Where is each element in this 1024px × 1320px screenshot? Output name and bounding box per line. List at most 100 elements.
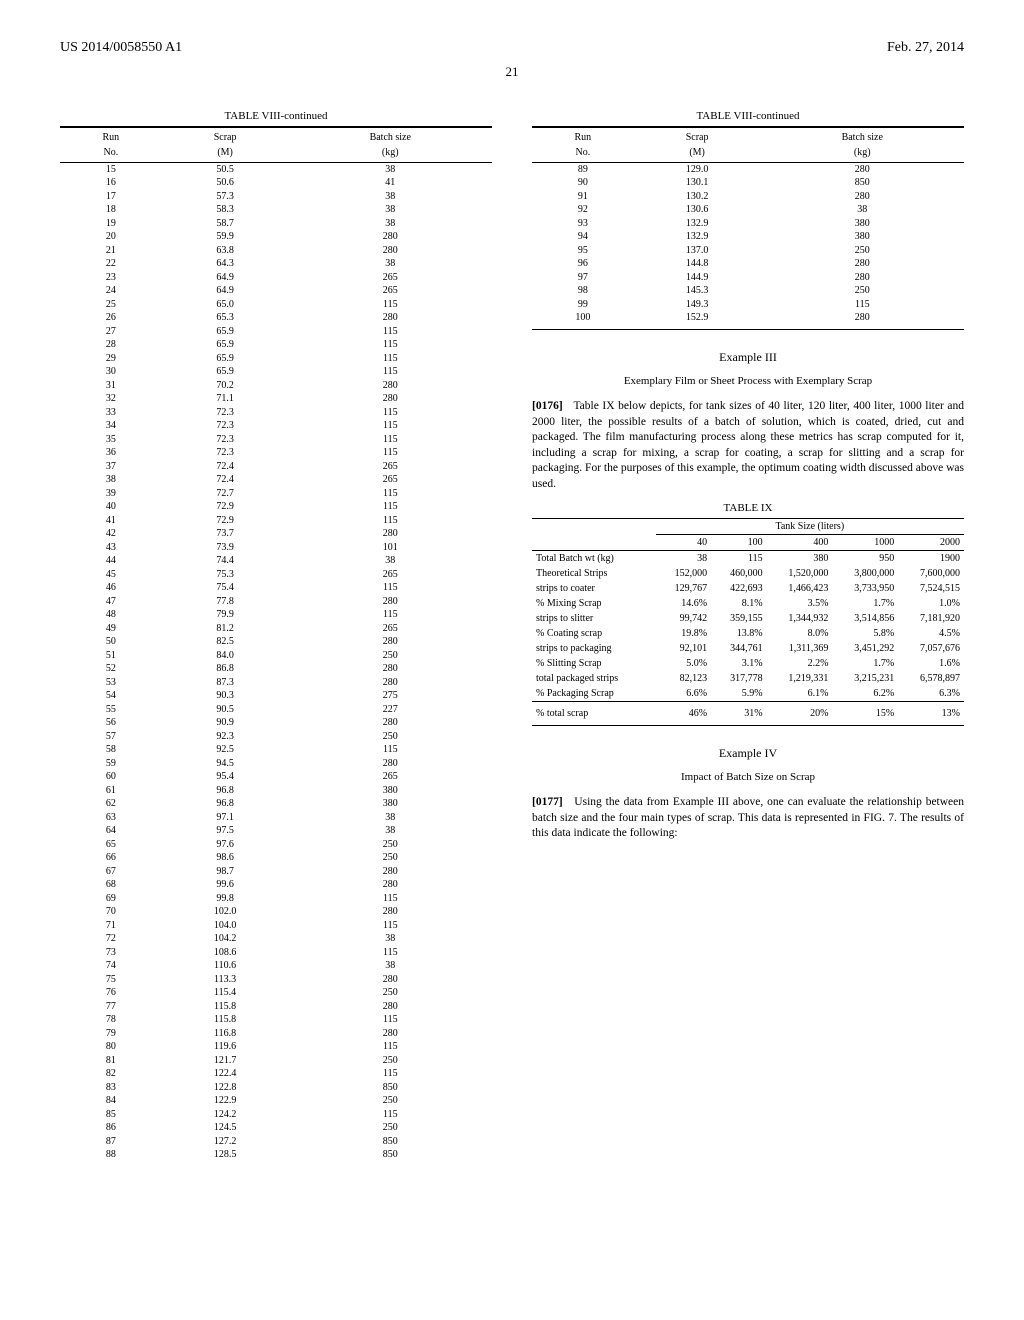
- table-cell: 72.3: [162, 447, 289, 461]
- table8-right-caption: TABLE VIII-continued: [532, 110, 964, 122]
- table-cell: 7,057,676: [898, 641, 964, 656]
- para-number: [0176]: [532, 400, 563, 412]
- table-cell: 87.3: [162, 676, 289, 690]
- table-cell: strips to coater: [532, 581, 656, 596]
- table-cell: 38: [289, 258, 492, 272]
- table-cell: 280: [289, 663, 492, 677]
- table-cell: 86: [60, 1122, 162, 1136]
- table-cell: 1900: [898, 551, 964, 567]
- table-row: 79116.8280: [60, 1027, 492, 1041]
- table-cell: 380: [761, 231, 964, 245]
- table-cell: 250: [289, 730, 492, 744]
- col-header: Scrap: [162, 128, 289, 146]
- table-cell: 280: [289, 393, 492, 407]
- table-row: 6698.6250: [60, 852, 492, 866]
- table-cell: 280: [289, 717, 492, 731]
- table-row: 2665.3280: [60, 312, 492, 326]
- table-row: 3872.4265: [60, 474, 492, 488]
- table-cell: 265: [289, 474, 492, 488]
- table-cell: 59.9: [162, 231, 289, 245]
- table-row: 90130.1850: [532, 177, 964, 191]
- table-cell: 65.9: [162, 352, 289, 366]
- table-cell: 54: [60, 690, 162, 704]
- table-cell: 850: [289, 1149, 492, 1163]
- table-cell: 280: [289, 312, 492, 326]
- table-cell: 280: [289, 1000, 492, 1014]
- table-cell: 1,344,932: [767, 611, 833, 626]
- table-cell: 250: [289, 1122, 492, 1136]
- table-cell: 115: [289, 582, 492, 596]
- table-cell: 115: [289, 1068, 492, 1082]
- table-cell: 280: [761, 163, 964, 177]
- table-cell: 115.8: [162, 1014, 289, 1028]
- col-header: 1000: [832, 535, 898, 551]
- table-row: % Mixing Scrap14.6%8.1%3.5%1.7%1.0%: [532, 596, 964, 611]
- page-header: US 2014/0058550 A1 Feb. 27, 2014: [60, 40, 964, 56]
- table-cell: 5.0%: [656, 656, 712, 671]
- table-cell: 98.6: [162, 852, 289, 866]
- table-cell: 80: [60, 1041, 162, 1055]
- table-row: 3271.1280: [60, 393, 492, 407]
- table-cell: 1,219,331: [767, 671, 833, 686]
- table-cell: 344,761: [711, 641, 767, 656]
- table-cell: 145.3: [634, 285, 761, 299]
- table-cell: 265: [289, 285, 492, 299]
- table-cell: 75.3: [162, 568, 289, 582]
- table-cell: 41: [289, 177, 492, 191]
- table-cell: 115.8: [162, 1000, 289, 1014]
- table-cell: 45: [60, 568, 162, 582]
- table9-caption: TABLE IX: [532, 502, 964, 514]
- table-row: 76115.4250: [60, 987, 492, 1001]
- table-cell: % Packaging Scrap: [532, 686, 656, 702]
- table-row: 4575.3265: [60, 568, 492, 582]
- table-cell: 72.4: [162, 474, 289, 488]
- table-cell: 115: [289, 1041, 492, 1055]
- table-cell: 65.9: [162, 339, 289, 353]
- table-cell: 72: [60, 933, 162, 947]
- table-row: 6196.8380: [60, 784, 492, 798]
- table-cell: 75.4: [162, 582, 289, 596]
- table-row: 5792.3250: [60, 730, 492, 744]
- table-cell: 132.9: [634, 217, 761, 231]
- table-row: 6095.4265: [60, 771, 492, 785]
- table-cell: Theoretical Strips: [532, 566, 656, 581]
- table-row: 6798.7280: [60, 865, 492, 879]
- table-cell: 104.0: [162, 919, 289, 933]
- table-cell: % Mixing Scrap: [532, 596, 656, 611]
- table-cell: 129,767: [656, 581, 712, 596]
- table-cell: 22: [60, 258, 162, 272]
- example3-subtitle: Exemplary Film or Sheet Process with Exe…: [532, 375, 964, 387]
- table-cell: 250: [761, 285, 964, 299]
- table-row: 85124.2115: [60, 1108, 492, 1122]
- table-row: 2059.9280: [60, 231, 492, 245]
- table-cell: 86.8: [162, 663, 289, 677]
- table-cell: 64: [60, 825, 162, 839]
- table-cell: 115: [289, 514, 492, 528]
- table-cell: % Coating scrap: [532, 626, 656, 641]
- table-cell: 82.5: [162, 636, 289, 650]
- table-cell: 26: [60, 312, 162, 326]
- table-row: 95137.0250: [532, 244, 964, 258]
- left-column: TABLE VIII-continued Run Scrap Batch siz…: [60, 110, 492, 1162]
- table-row: 98145.3250: [532, 285, 964, 299]
- table-row: 70102.0280: [60, 906, 492, 920]
- table-cell: 97: [532, 271, 634, 285]
- table-cell: 50: [60, 636, 162, 650]
- table-cell: 128.5: [162, 1149, 289, 1163]
- table-cell: 850: [289, 1135, 492, 1149]
- table-cell: 72.9: [162, 501, 289, 515]
- table-cell: 108.6: [162, 946, 289, 960]
- table-row: % Coating scrap19.8%13.8%8.0%5.8%4.5%: [532, 626, 964, 641]
- table-cell: 124.5: [162, 1122, 289, 1136]
- table-cell: 93: [532, 217, 634, 231]
- table-cell: 13%: [898, 702, 964, 726]
- table-cell: 56: [60, 717, 162, 731]
- table-cell: 113.3: [162, 973, 289, 987]
- table-cell: 6.6%: [656, 686, 712, 702]
- table-row: 1550.538: [60, 163, 492, 177]
- table-cell: 34: [60, 420, 162, 434]
- para-text: Table IX below depicts, for tank sizes o…: [532, 400, 964, 490]
- two-column-layout: TABLE VIII-continued Run Scrap Batch siz…: [60, 110, 964, 1162]
- table-cell: 380: [761, 217, 964, 231]
- table-cell: 92.3: [162, 730, 289, 744]
